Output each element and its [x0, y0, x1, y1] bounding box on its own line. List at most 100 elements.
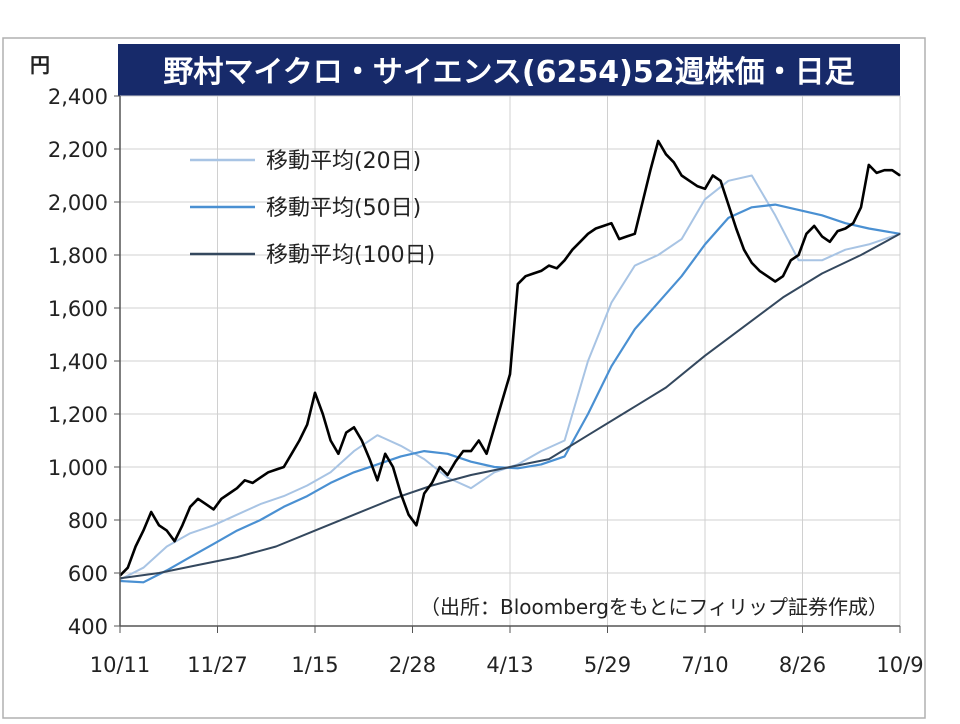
- y-tick-label: 1,800: [48, 244, 108, 268]
- data-point: [829, 241, 831, 243]
- data-point: [798, 259, 800, 261]
- data-point: [127, 567, 129, 569]
- data-point: [548, 458, 550, 460]
- data-point: [634, 265, 636, 267]
- x-tick-label: 5/29: [584, 653, 631, 677]
- data-point: [735, 227, 737, 230]
- data-point: [493, 466, 495, 468]
- data-point: [166, 545, 168, 548]
- data-point: [525, 275, 527, 277]
- legend-label: 移動平均(100日): [266, 243, 435, 268]
- data-point: [587, 434, 589, 436]
- data-point: [259, 519, 261, 521]
- data-point: [275, 469, 277, 471]
- data-point: [259, 503, 261, 505]
- data-point: [142, 581, 144, 583]
- data-point: [618, 238, 620, 240]
- data-point: [376, 463, 378, 465]
- data-point: [876, 172, 878, 174]
- y-tick-label: 1,600: [48, 297, 108, 321]
- data-point: [579, 241, 581, 243]
- data-point: [322, 413, 324, 415]
- data-point: [571, 249, 574, 251]
- data-point: [236, 487, 238, 489]
- data-point: [673, 161, 675, 163]
- data-point: [236, 530, 238, 532]
- data-point: [868, 164, 870, 166]
- data-point: [704, 198, 706, 200]
- data-point: [727, 180, 730, 182]
- data-point: [369, 458, 371, 460]
- data-point: [540, 463, 542, 465]
- data-point: [540, 450, 542, 452]
- data-point: [150, 511, 152, 513]
- data-point: [330, 439, 332, 442]
- source-note: （出所：Bloombergをもとにフィリップ証券作成）: [420, 595, 888, 619]
- data-point: [306, 484, 308, 487]
- data-point: [899, 233, 901, 235]
- data-point: [517, 467, 519, 469]
- data-point: [228, 492, 230, 495]
- data-point: [603, 225, 605, 227]
- data-point: [447, 477, 449, 479]
- data-point: [298, 439, 300, 442]
- data-point: [267, 471, 269, 473]
- data-point: [392, 498, 394, 500]
- data-point: [275, 545, 277, 548]
- legend-label: 移動平均(50日): [266, 196, 421, 221]
- data-point: [548, 265, 550, 267]
- data-point: [423, 492, 425, 495]
- data-point: [595, 227, 597, 230]
- data-point: [415, 524, 417, 526]
- data-point: [759, 270, 761, 272]
- data-point: [259, 477, 261, 479]
- y-tick-label: 2,400: [48, 85, 108, 109]
- y-tick-label: 1,400: [48, 350, 108, 374]
- data-point: [189, 506, 191, 508]
- data-point: [665, 153, 667, 155]
- data-point: [236, 514, 238, 516]
- data-point: [213, 524, 215, 526]
- data-point: [688, 180, 691, 182]
- data-point: [400, 445, 402, 447]
- data-point: [634, 328, 636, 330]
- data-point: [454, 461, 456, 463]
- data-point: [244, 479, 246, 481]
- data-point: [610, 302, 613, 304]
- data-point: [493, 426, 495, 428]
- data-point: [837, 230, 839, 232]
- data-point: [844, 227, 847, 230]
- data-point: [774, 204, 776, 206]
- x-tick-label: 11/27: [187, 653, 248, 677]
- y-tick-label: 2,000: [48, 191, 108, 215]
- data-point: [376, 479, 378, 481]
- data-point: [462, 450, 464, 452]
- data-point: [821, 259, 823, 261]
- data-point: [470, 461, 472, 463]
- x-axis-ticks: 10/11 11/27 1/15 2/28 4/13 5/29 7/10 8/26 10/9: [90, 626, 924, 677]
- data-point: [743, 249, 745, 251]
- data-point: [798, 209, 800, 211]
- legend: 移動平均(20日) 移動平均(50日) 移動平均(100日): [190, 149, 435, 268]
- data-point: [142, 530, 144, 532]
- x-tick-label: 1/15: [291, 653, 338, 677]
- data-point: [283, 506, 285, 508]
- data-point: [727, 217, 730, 219]
- y-tick-label: 2,200: [48, 138, 108, 162]
- data-point: [798, 254, 800, 256]
- data-point: [860, 254, 862, 256]
- data-point: [439, 466, 441, 468]
- data-point: [158, 524, 160, 526]
- y-tick-label: 400: [68, 615, 108, 639]
- data-point: [704, 243, 706, 245]
- data-point: [868, 227, 870, 230]
- data-point: [860, 206, 862, 208]
- y-tick-label: 1,200: [48, 403, 108, 427]
- data-point: [353, 514, 355, 516]
- data-point: [408, 514, 410, 516]
- data-point: [361, 439, 363, 442]
- data-point: [556, 267, 558, 269]
- data-point: [805, 233, 808, 235]
- data-point: [634, 233, 636, 235]
- y-axis-ticks: 2,400 2,200 2,000 1,800 1,600 1,400 1,200 1,000…: [48, 85, 120, 639]
